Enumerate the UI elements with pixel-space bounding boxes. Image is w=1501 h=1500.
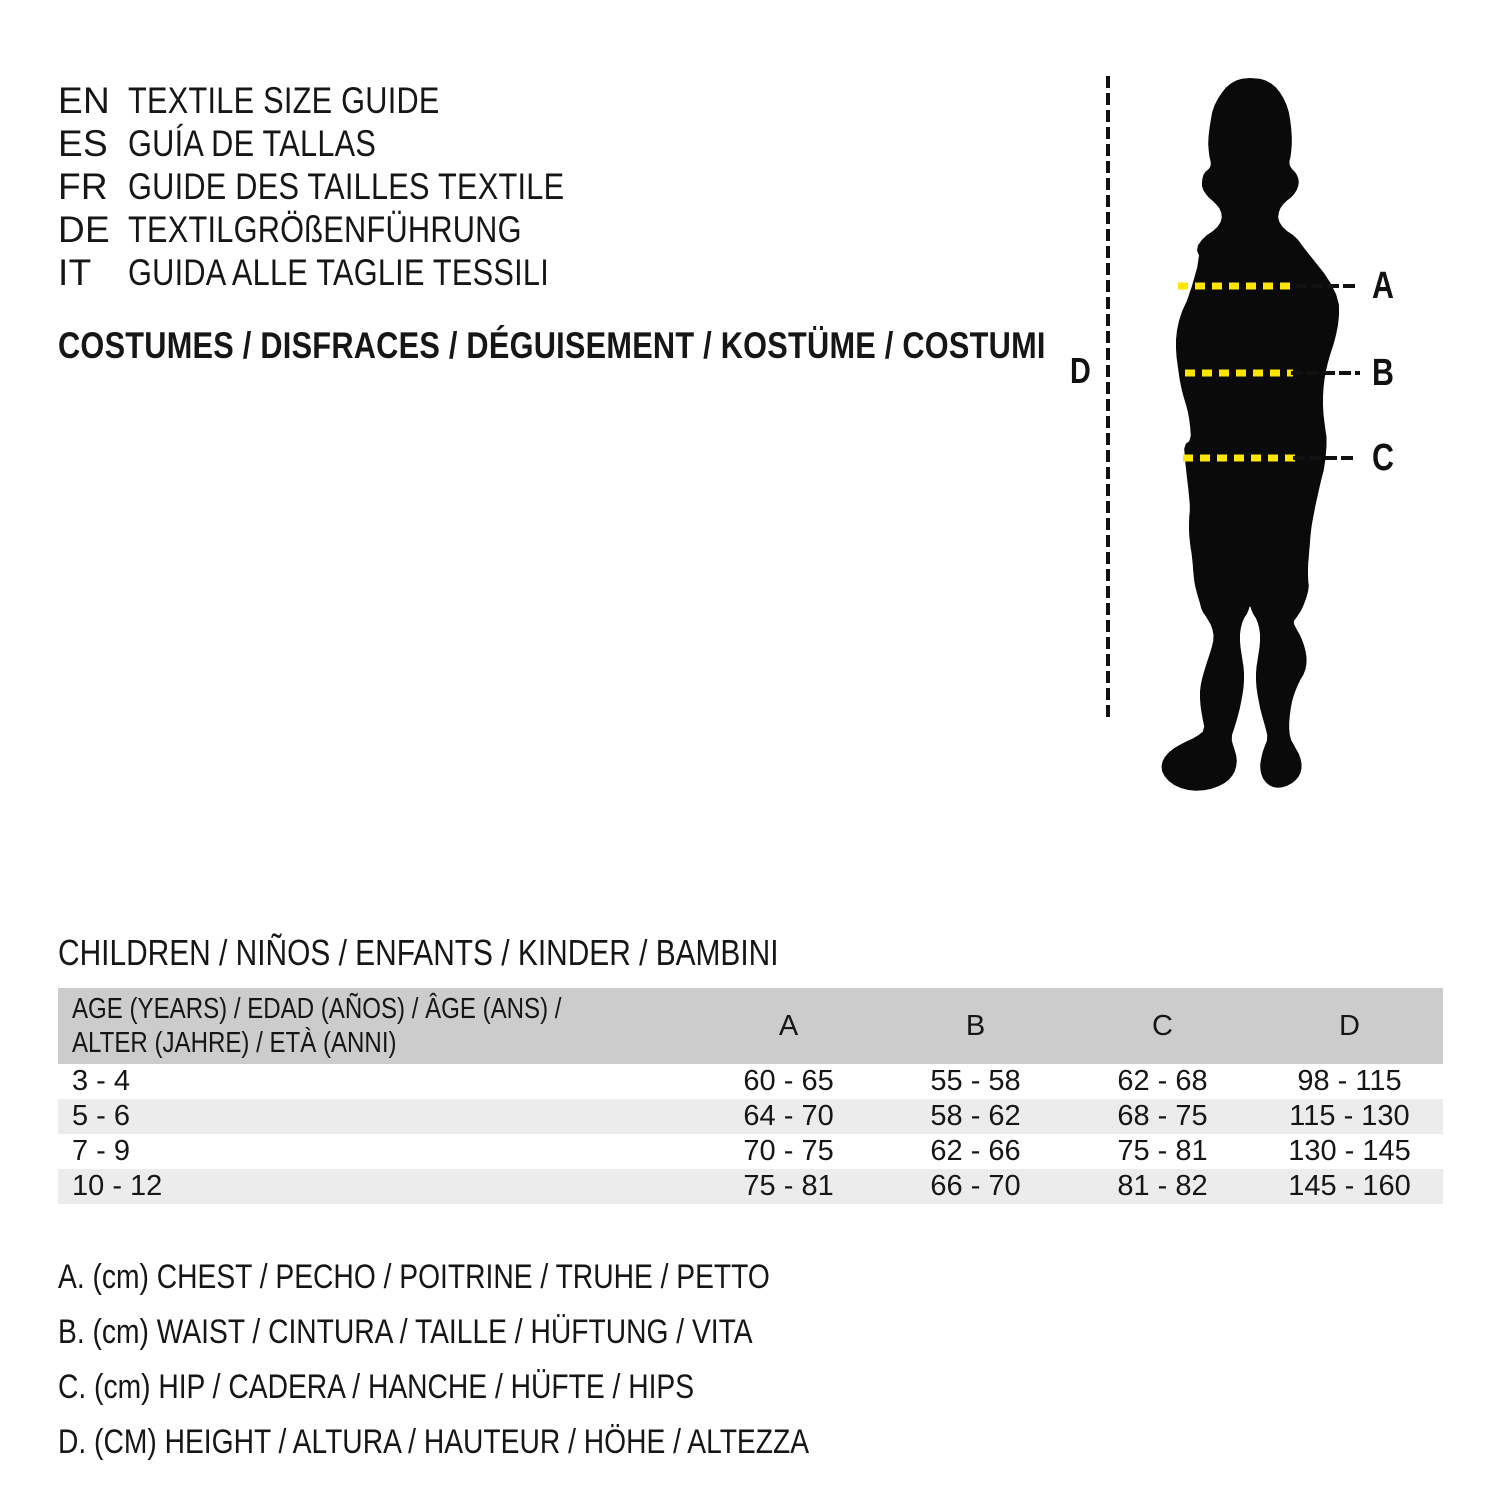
svg-text:D: D xyxy=(1070,350,1091,391)
svg-text:B: B xyxy=(1372,352,1394,394)
svg-text:A: A xyxy=(1372,265,1394,307)
svg-text:C: C xyxy=(1372,437,1394,479)
